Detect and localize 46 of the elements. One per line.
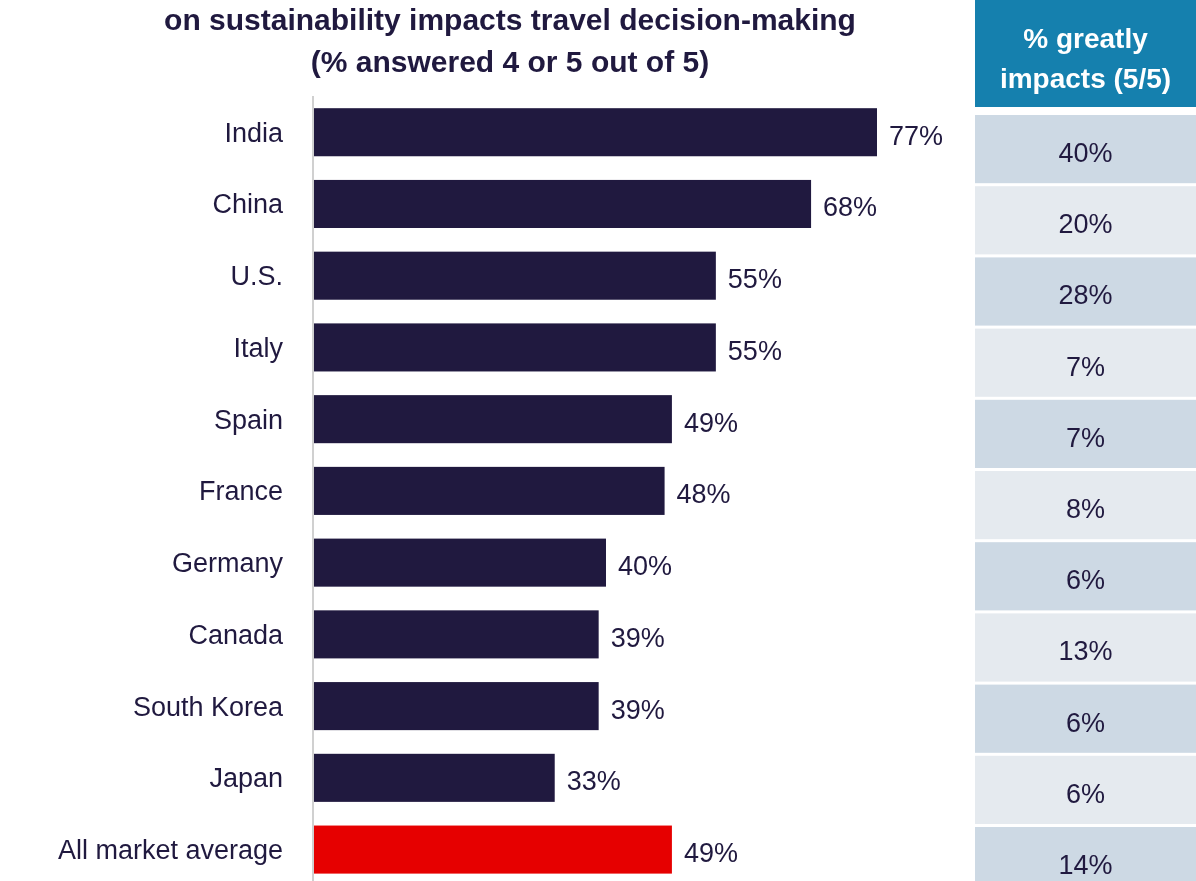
y-tick-label: India (224, 117, 284, 148)
data-label: 6% (1065, 565, 1106, 596)
y-tick-label: Spain (213, 404, 283, 435)
bar (313, 466, 665, 515)
y-tick-label: France (198, 476, 283, 507)
data-label: 40% (617, 551, 673, 582)
data-label: 8% (1065, 494, 1106, 525)
data-label: 48% (676, 479, 731, 510)
data-label: 77% (889, 120, 944, 151)
data-label: 49% (683, 407, 738, 438)
data-label: 6% (1065, 778, 1106, 809)
bar (313, 108, 877, 157)
bar (313, 825, 672, 874)
y-tick-label: China (212, 189, 284, 220)
bar (313, 753, 555, 802)
data-label: 28% (1058, 280, 1113, 311)
data-label: 39% (610, 694, 665, 725)
text: % greatly impacts (5/5) (999, 23, 1172, 94)
data-label: 68% (823, 192, 878, 223)
y-tick-label: Japan (209, 763, 283, 794)
chart-title: on sustainability impacts travel decision-making (% answered 4 or 5 out of 5) (164, 3, 856, 78)
bar (313, 251, 716, 300)
y-tick-label: All market average (57, 835, 283, 866)
bar (313, 323, 716, 372)
data-label: 55% (727, 264, 782, 295)
data-label: 14% (1058, 850, 1113, 881)
y-tick-label: Canada (188, 619, 284, 650)
data-label: 20% (1058, 209, 1113, 240)
data-label: 7% (1065, 351, 1106, 382)
data-label: 49% (683, 838, 738, 869)
data-label: 6% (1065, 707, 1106, 738)
bar (313, 179, 812, 228)
bar (313, 538, 606, 587)
y-tick-label: South Korea (132, 691, 284, 722)
data-label: 40% (1058, 138, 1113, 169)
y-tick-label: U.S. (230, 261, 283, 292)
bar (313, 395, 672, 444)
data-label: 39% (610, 622, 665, 653)
data-label: 7% (1065, 422, 1106, 453)
data-label: 13% (1058, 636, 1113, 667)
y-tick-label: Germany (171, 548, 284, 579)
y-tick-label: Italy (233, 332, 284, 363)
data-label: 33% (566, 766, 621, 797)
bar (313, 610, 599, 659)
bar (313, 682, 599, 731)
data-label: 55% (727, 335, 782, 366)
